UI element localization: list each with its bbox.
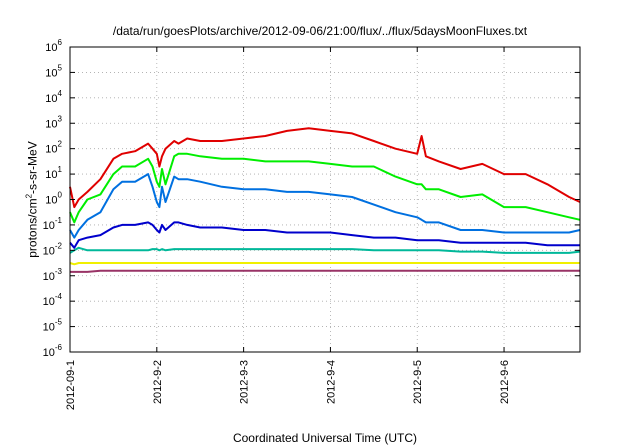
x-tick-label: 2012-9-4	[325, 360, 337, 404]
series-line-2	[69, 152, 581, 224]
y-tick-label: 105	[45, 63, 62, 79]
series-line-3	[69, 173, 581, 239]
y-tick-label: 10-3	[43, 267, 63, 283]
y-tick-label: 10-5	[43, 318, 63, 334]
y-tick-label: 10-6	[43, 343, 63, 359]
series-line-6	[69, 262, 580, 266]
x-tick-label: 2012-09-1	[65, 360, 77, 410]
y-tick-label: 100	[45, 191, 62, 207]
x-tick-label: 2012-9-3	[239, 360, 251, 404]
x-tick-label: 2012-9-2	[152, 360, 164, 404]
series-line-7	[70, 269, 580, 273]
series-line-1	[69, 127, 581, 209]
x-axis-label: Coordinated Universal Time (UTC)	[232, 431, 418, 445]
y-tick-label: 106	[45, 38, 62, 54]
y-tick-label: 10-2	[43, 241, 63, 257]
x-tick-label: 2012-9-6	[499, 360, 511, 404]
x-tick-label: 2012-9-5	[412, 360, 424, 404]
y-tick-label: 103	[45, 114, 62, 130]
y-tick-label: 10-1	[43, 216, 63, 232]
y-tick-label: 104	[45, 89, 62, 105]
y-tick-label: 102	[45, 140, 62, 156]
series-lines	[69, 127, 581, 273]
chart-title: /data/run/goesPlots/archive/2012-09-06/2…	[112, 24, 528, 38]
axes: 10-6 10-5 10-4 10-3 10-2 10-1 100 101 102 103 104 1…	[43, 38, 580, 410]
grid	[70, 47, 580, 352]
series-line-4	[69, 221, 580, 249]
y-tick-label: 10-4	[43, 292, 63, 308]
y-tick-label: 101	[45, 165, 62, 181]
series-line-5	[69, 246, 581, 254]
